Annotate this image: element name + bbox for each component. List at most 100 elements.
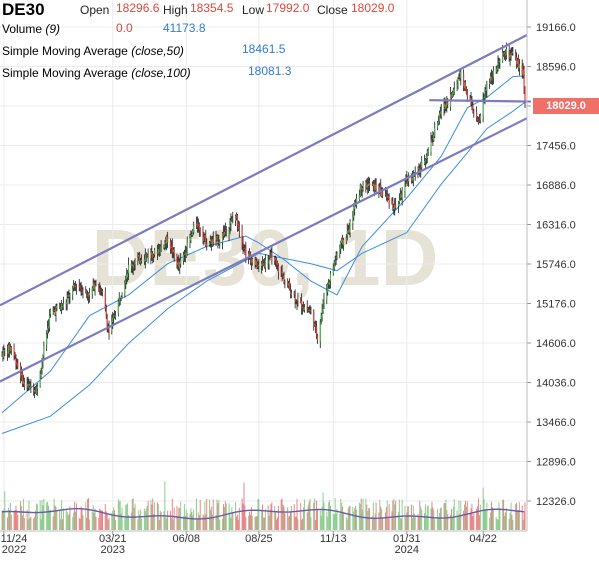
candle-body [400, 194, 402, 198]
volume-bar [490, 512, 492, 530]
candle-body [170, 246, 172, 248]
sma50-indicator-label: Simple Moving Average (close,50) [2, 44, 184, 58]
volume-bar [464, 500, 466, 530]
candle-body [179, 262, 181, 269]
volume-bar [360, 498, 362, 530]
volume-bar [95, 516, 97, 530]
volume-bar [477, 498, 479, 530]
volume-bar [59, 509, 61, 530]
volume-bar [343, 512, 345, 530]
candle-body [515, 53, 517, 59]
y-tick-label: 18596.0 [536, 62, 576, 74]
candle-body [261, 261, 264, 266]
candle-body [140, 260, 143, 262]
candle-body [460, 71, 462, 78]
candle-body [53, 310, 55, 311]
volume-bar [491, 507, 493, 530]
volume-bar [30, 516, 32, 530]
volume-bar [21, 515, 23, 530]
volume-bar [352, 506, 354, 530]
volume-bar [407, 506, 409, 530]
open-label: Open [80, 3, 110, 17]
candle-body [307, 310, 309, 311]
volume-bar [327, 516, 329, 530]
candle-body [85, 290, 87, 292]
candle-body [349, 221, 351, 233]
candle-body [281, 271, 283, 276]
candle-body [88, 292, 91, 296]
volume-bar [256, 515, 258, 530]
candle-body [212, 237, 214, 242]
candle-body [323, 299, 325, 302]
volume-bar [456, 510, 458, 530]
candle-body [262, 263, 265, 265]
volume-bar [523, 511, 525, 530]
candle-body [502, 52, 504, 62]
volume-bar [132, 498, 134, 530]
volume-bar [287, 507, 289, 530]
volume-bar [43, 498, 45, 530]
candle-body [6, 351, 9, 354]
volume-bar [261, 509, 263, 530]
candle-body [373, 182, 375, 190]
candle-body [172, 249, 174, 253]
candle-body [518, 64, 521, 69]
volume-bar [237, 519, 239, 530]
candle-body [321, 309, 323, 318]
volume-bar [335, 513, 337, 530]
candle-body [256, 261, 258, 268]
volume-bar [92, 505, 94, 530]
volume-bar [219, 519, 221, 530]
volume-bar [400, 518, 402, 530]
candle-body [250, 258, 253, 264]
candle-body [439, 111, 441, 114]
candle-body [40, 370, 42, 376]
volume-bar [166, 518, 168, 530]
volume-bar [36, 504, 38, 530]
volume-bar [1, 510, 3, 530]
volume-bar [482, 487, 484, 530]
candle-body [522, 69, 524, 76]
candle-body [426, 151, 428, 159]
candle-body [263, 265, 266, 267]
volume-bar [222, 504, 224, 530]
volume-bar [398, 499, 400, 530]
volume-bar [284, 513, 286, 530]
candle-body [335, 256, 337, 259]
volume-bar [345, 517, 347, 530]
candle-body [443, 104, 445, 110]
candle-body [131, 263, 133, 267]
candle-body [268, 259, 270, 265]
volume-bar [303, 499, 305, 530]
volume-bar [114, 510, 116, 530]
volume-bar [140, 509, 142, 530]
candle-body [306, 306, 308, 310]
candle-body [112, 317, 114, 323]
volume-bar [111, 513, 113, 530]
candle-body [418, 167, 420, 170]
candle-body [255, 260, 257, 265]
candle-body [196, 222, 199, 228]
candle-body [118, 297, 120, 303]
high-value: 18354.5 [190, 1, 234, 15]
volume-bar [458, 500, 460, 530]
candle-body [49, 310, 51, 315]
candle-body [127, 273, 129, 278]
volume-bar [93, 512, 95, 530]
volume-bar [128, 514, 130, 530]
candle-body [217, 235, 219, 244]
x-tick-label: 04/22 [469, 533, 497, 545]
candle-body [27, 383, 29, 388]
candle-body [160, 244, 162, 246]
volume-bar [248, 515, 250, 530]
candle-body [59, 304, 61, 307]
candle-body [224, 229, 226, 232]
open-value: 18296.6 [116, 1, 160, 15]
volume-bar [371, 516, 373, 530]
volume-bar [74, 501, 76, 530]
candle-body [477, 121, 480, 123]
volume-bar [199, 500, 201, 530]
volume-bar [373, 518, 375, 530]
